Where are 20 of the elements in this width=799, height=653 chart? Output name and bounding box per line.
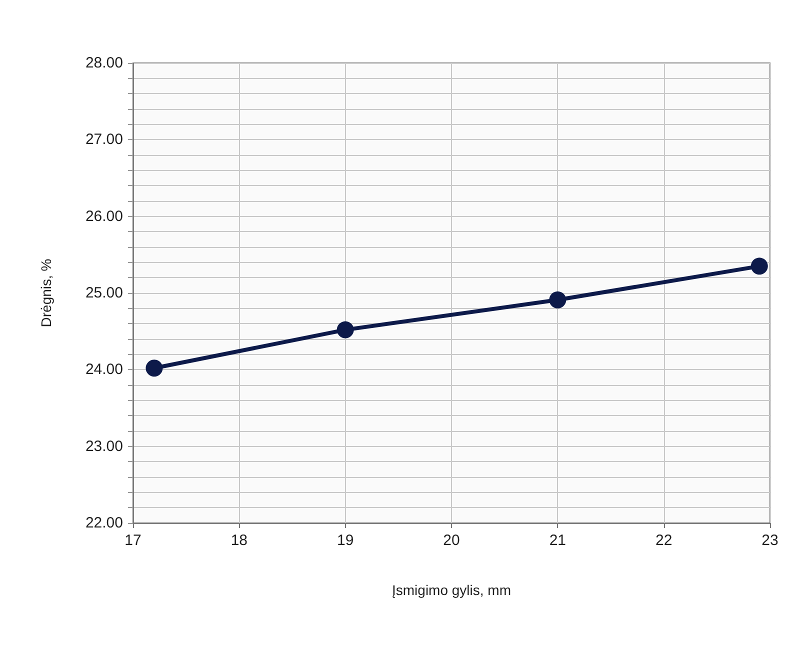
y-tick-label: 26.00: [85, 208, 123, 225]
y-tick-label: 25.00: [85, 284, 123, 302]
x-tick-label: 22: [655, 532, 672, 549]
point: [750, 258, 768, 275]
x-tick-label: 17: [124, 532, 142, 549]
point: [549, 291, 566, 308]
x-tick-label: 23: [762, 532, 778, 549]
point: [336, 321, 354, 338]
y-tick-label: 24.00: [85, 361, 123, 378]
y-tick-label: 23.00: [85, 438, 123, 455]
y-tick-label: 27.00: [85, 131, 123, 148]
x-tick-label: 21: [549, 532, 566, 549]
x-tick-label: 19: [336, 532, 354, 549]
point: [146, 360, 163, 377]
y-tick-label: 28.00: [85, 54, 123, 72]
x-tick-label: 20: [443, 532, 460, 549]
y-axis-title: Drėgnis, %: [38, 258, 54, 328]
x-axis-title: Įsmigimo gylis, mm: [392, 582, 512, 598]
x-tick-label: 18: [230, 532, 248, 549]
y-tick-label: 22.00: [85, 514, 123, 532]
